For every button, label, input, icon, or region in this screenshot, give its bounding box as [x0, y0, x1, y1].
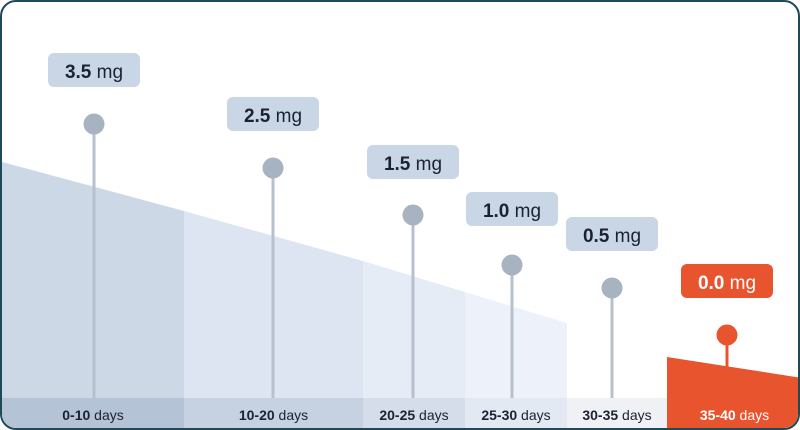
segment-area	[465, 292, 567, 398]
dose-label-box	[227, 97, 319, 131]
pin-marker	[501, 254, 523, 276]
dose-label: 0.5 mg	[583, 226, 641, 247]
pin-marker	[601, 277, 623, 299]
dose-label: 2.5 mg	[244, 106, 302, 127]
dose-pin-1.0: 1.0 mg	[466, 192, 558, 398]
dose-value: 1.5	[384, 154, 411, 175]
dose-value: 2.5	[244, 106, 271, 127]
dose-unit: mg	[509, 201, 541, 222]
segment-band	[465, 398, 567, 428]
dose-label: 1.0 mg	[483, 201, 541, 222]
dose-unit: mg	[91, 62, 123, 83]
segment-suffix: days	[736, 407, 769, 423]
segment-label: 35-40 days	[700, 407, 769, 423]
segment-range: 25-30	[481, 407, 517, 423]
pin-marker	[83, 113, 105, 135]
segment-label: 0-10 days	[62, 407, 124, 423]
dose-unit: mg	[609, 226, 641, 247]
dose-label-box	[48, 53, 140, 87]
segment-label: 30-35 days	[582, 407, 651, 423]
dose-pin-0.0: 0.0 mg	[681, 264, 773, 398]
dose-value: 1.0	[483, 201, 509, 222]
segment-band	[363, 398, 465, 428]
dose-unit: mg	[410, 154, 442, 175]
dose-pin-0.5: 0.5 mg	[566, 217, 658, 398]
pin-marker	[716, 324, 738, 346]
dose-label: 0.0 mg	[698, 273, 756, 294]
dose-label: 3.5 mg	[65, 62, 123, 83]
dose-value: 3.5	[65, 62, 92, 83]
dose-label-box	[466, 192, 558, 226]
segment-30-35: 30-35 days	[567, 398, 667, 428]
dose-unit: mg	[270, 106, 302, 127]
segment-35-40: 35-40 days	[667, 357, 798, 428]
segment-label: 25-30 days	[481, 407, 550, 423]
segment-suffix: days	[618, 407, 651, 423]
dose-label: 1.5 mg	[384, 154, 442, 175]
segment-band	[667, 398, 798, 428]
dose-pin-1.5: 1.5 mg	[367, 145, 459, 398]
pin-marker	[402, 204, 424, 226]
segment-band	[2, 398, 184, 428]
dose-value: 0.0	[698, 273, 724, 294]
segment-suffix: days	[517, 407, 550, 423]
dose-label-box	[566, 217, 658, 251]
segment-range: 10-20	[239, 407, 275, 423]
segment-area	[667, 357, 798, 398]
dose-pin-2.5: 2.5 mg	[227, 97, 319, 398]
segment-range: 30-35	[582, 407, 618, 423]
segment-range: 0-10	[62, 407, 90, 423]
segment-range: 20-25	[379, 407, 415, 423]
segment-suffix: days	[275, 407, 308, 423]
pin-marker	[262, 157, 284, 179]
segment-range: 35-40	[700, 407, 736, 423]
dose-unit: mg	[724, 273, 756, 294]
dose-value: 0.5	[583, 226, 610, 247]
segment-suffix: days	[415, 407, 448, 423]
segment-label: 10-20 days	[239, 407, 308, 423]
dose-pin-3.5: 3.5 mg	[48, 53, 140, 398]
segment-band	[567, 398, 667, 428]
segment-suffix: days	[90, 407, 123, 423]
segment-label: 20-25 days	[379, 407, 448, 423]
segment-25-30: 25-30 days	[465, 292, 567, 428]
dose-label-box	[681, 264, 773, 298]
segment-band	[184, 398, 363, 428]
dose-label-box	[367, 145, 459, 179]
